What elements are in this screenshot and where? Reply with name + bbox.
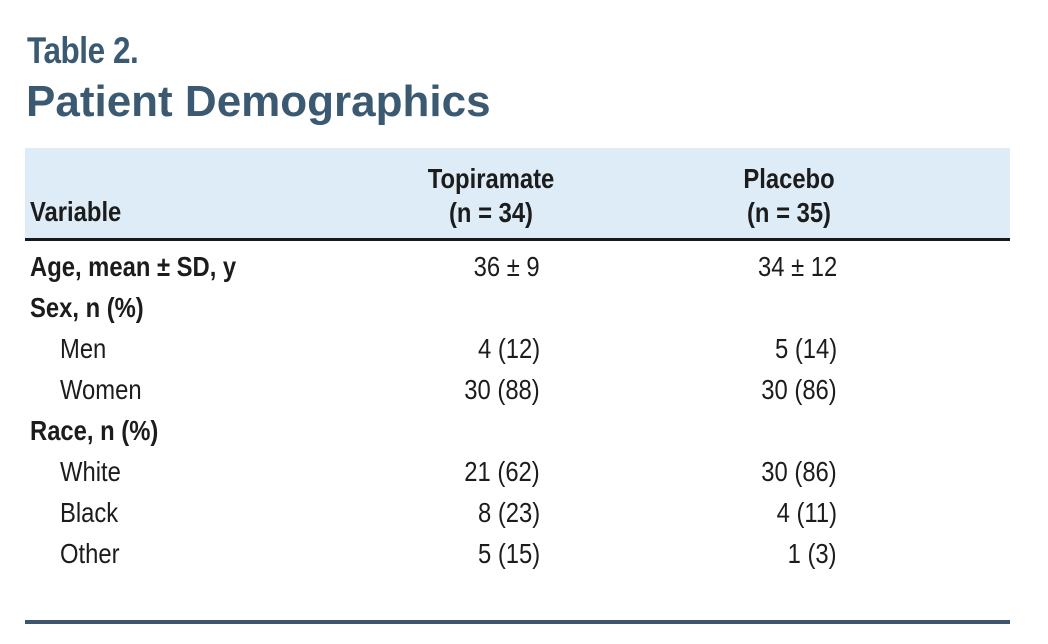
demographics-table: Variable Topiramate (n = 34) Placebo (n … — [25, 148, 1010, 574]
row-label: Men — [60, 333, 107, 364]
column-header-variable: Variable — [30, 196, 122, 227]
row-label: Sex, n (%) — [30, 292, 144, 323]
table-row: Women 30 (88) 30 (86) — [25, 369, 1010, 410]
row-label: Race, n (%) — [30, 415, 159, 446]
column-header-topiramate: Topiramate (n = 34) — [428, 162, 555, 230]
bottom-rule — [25, 620, 1010, 624]
column-header-topiramate-label: Topiramate — [427, 163, 555, 194]
table-row: Age, mean ± SD, y 36 ± 9 34 ± 12 — [25, 246, 1010, 287]
topiramate-value: 5 (15) — [477, 538, 540, 569]
row-label: Women — [60, 374, 142, 405]
table-number: Table 2. — [27, 30, 139, 71]
table-body: Age, mean ± SD, y 36 ± 9 34 ± 12 Sex, n … — [25, 241, 1010, 574]
row-label: White — [60, 456, 121, 487]
placebo-value: 1 (3) — [788, 538, 837, 569]
column-header-placebo-label: Placebo — [743, 163, 835, 194]
row-label: Other — [60, 538, 120, 569]
placebo-value: 30 (86) — [761, 374, 837, 405]
placebo-value: 5 (14) — [774, 333, 837, 364]
table-title: Patient Demographics — [26, 77, 491, 126]
table-row: Other 5 (15) 1 (3) — [25, 533, 1010, 574]
topiramate-value: 4 (12) — [477, 333, 540, 364]
column-header-placebo: Placebo (n = 35) — [743, 162, 834, 230]
column-header-topiramate-n: (n = 34) — [448, 197, 533, 228]
topiramate-value: 8 (23) — [477, 497, 540, 528]
column-header-placebo-n: (n = 35) — [746, 197, 831, 228]
placebo-value: 30 (86) — [761, 456, 837, 487]
table-header: Variable Topiramate (n = 34) Placebo (n … — [25, 148, 1010, 241]
row-label: Black — [60, 497, 119, 528]
topiramate-value: 21 (62) — [464, 456, 540, 487]
table-row: Race, n (%) — [25, 410, 1010, 451]
table-row: Sex, n (%) — [25, 287, 1010, 328]
topiramate-value: 36 ± 9 — [473, 251, 540, 282]
placebo-value: 34 ± 12 — [757, 251, 837, 282]
row-label: Age, mean ± SD, y — [30, 251, 237, 282]
topiramate-value: 30 (88) — [464, 374, 540, 405]
table-row: Black 8 (23) 4 (11) — [25, 492, 1010, 533]
table-row: White 21 (62) 30 (86) — [25, 451, 1010, 492]
table-row: Men 4 (12) 5 (14) — [25, 328, 1010, 369]
placebo-value: 4 (11) — [776, 497, 837, 528]
